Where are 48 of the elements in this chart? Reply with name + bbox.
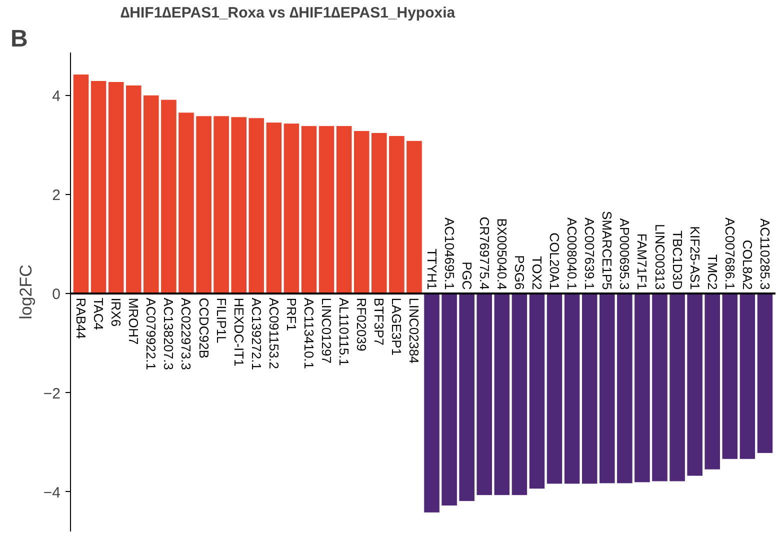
y-tick-label: −2	[43, 385, 61, 402]
x-tick-label: RF02039	[354, 298, 370, 352]
x-tick-label: SMARCE1P5	[600, 211, 615, 290]
x-tick-label: AC138207.3	[161, 298, 176, 370]
x-tick-label: LINC02384	[406, 298, 422, 364]
x-tick-label: AC008040.1	[564, 217, 580, 290]
x-tick-label: FILIP1L	[214, 298, 229, 344]
text: B	[10, 26, 28, 52]
x-tick-label: PRF1	[284, 298, 299, 331]
x-tick-label: LINC00313	[652, 224, 668, 290]
x-tick-label: PGC	[459, 262, 474, 290]
y-tick-label: 0	[52, 286, 60, 304]
x-tick-label: AC113410.1	[302, 298, 317, 370]
x-tick-label: LINC01297	[319, 298, 334, 364]
x-tick-label: AC007686.1	[722, 217, 738, 290]
x-tick-label: MROH7	[126, 298, 142, 345]
x-tick-label: CR769775.4	[476, 216, 492, 290]
x-tick-label: PSG6	[512, 255, 527, 290]
x-tick-label: TAC4	[91, 298, 106, 330]
x-tick-label: AC091153.2	[266, 298, 282, 370]
x-tick-label: AC139272.1	[248, 298, 264, 370]
y-tick-label: 2	[52, 187, 60, 204]
x-tick-label: AC022973.3	[178, 298, 194, 370]
x-tick-label: RAB44	[74, 298, 89, 339]
x-tick-label: HEXDC-IT1	[231, 298, 246, 366]
x-tick-label: KIF25-AS1	[687, 226, 702, 290]
y-tick-label: −4	[43, 484, 61, 502]
y-axis-title: log2FC	[16, 264, 36, 320]
x-tick-label: TMC2	[704, 254, 720, 290]
x-tick-label: IRX6	[108, 298, 124, 327]
x-tick-label: BX005040.4	[494, 218, 510, 290]
x-tick-label: TBC1D3D	[670, 230, 685, 290]
x-tick-label: COL8A2	[740, 240, 755, 290]
y-tick-label: 4	[52, 88, 60, 106]
x-tick-label: AL110115.1	[336, 298, 352, 366]
x-tick-label: BTF3P7	[372, 298, 387, 346]
x-tick-label: TOX2	[529, 256, 544, 290]
x-tick-label: AC079922.1	[144, 298, 159, 370]
x-tick-label: AC104695.1	[442, 217, 457, 290]
x-tick-label: TTYH1	[424, 248, 440, 290]
x-tick-label: CCDC92B	[196, 298, 212, 358]
x-tick-label: AC110285.3	[757, 218, 772, 290]
x-tick-label: COL20A1	[547, 232, 562, 290]
chart-title: ∆HIF1∆EPAS1_Roxa vs ∆HIF1∆EPAS1_Hypoxia	[120, 4, 456, 22]
x-tick-label: AC007639.1	[582, 217, 598, 290]
x-tick-label: FAM71F1	[634, 233, 650, 290]
x-tick-label: LAGE3P1	[389, 298, 404, 356]
x-tick-label: AP000695.3	[617, 218, 632, 290]
